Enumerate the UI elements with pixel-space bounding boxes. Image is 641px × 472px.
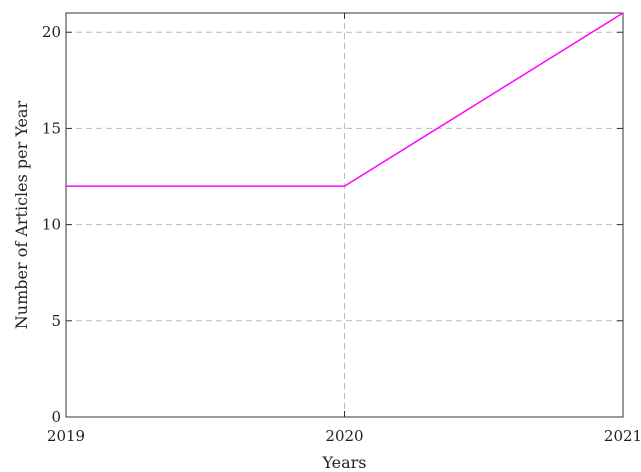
y-tick-label: 10 [42, 216, 61, 234]
x-tick-label: 2019 [47, 427, 85, 445]
y-tick-label: 20 [42, 23, 61, 41]
grid-lines [66, 13, 623, 417]
y-tick-label: 0 [51, 408, 61, 426]
y-tick-label: 5 [51, 312, 61, 330]
x-tick-label: 2021 [604, 427, 641, 445]
x-axis-ticks: 2019 2020 2021 [47, 13, 641, 445]
y-axis-label: Number of Articles per Year [12, 100, 31, 329]
series-layer [66, 12, 624, 187]
x-tick-label: 2020 [325, 427, 363, 445]
x-axis-label: Years [321, 453, 366, 472]
series-line [66, 12, 624, 187]
y-axis-ticks: 0 5 10 15 20 [42, 23, 623, 426]
y-tick-label: 15 [42, 119, 61, 137]
